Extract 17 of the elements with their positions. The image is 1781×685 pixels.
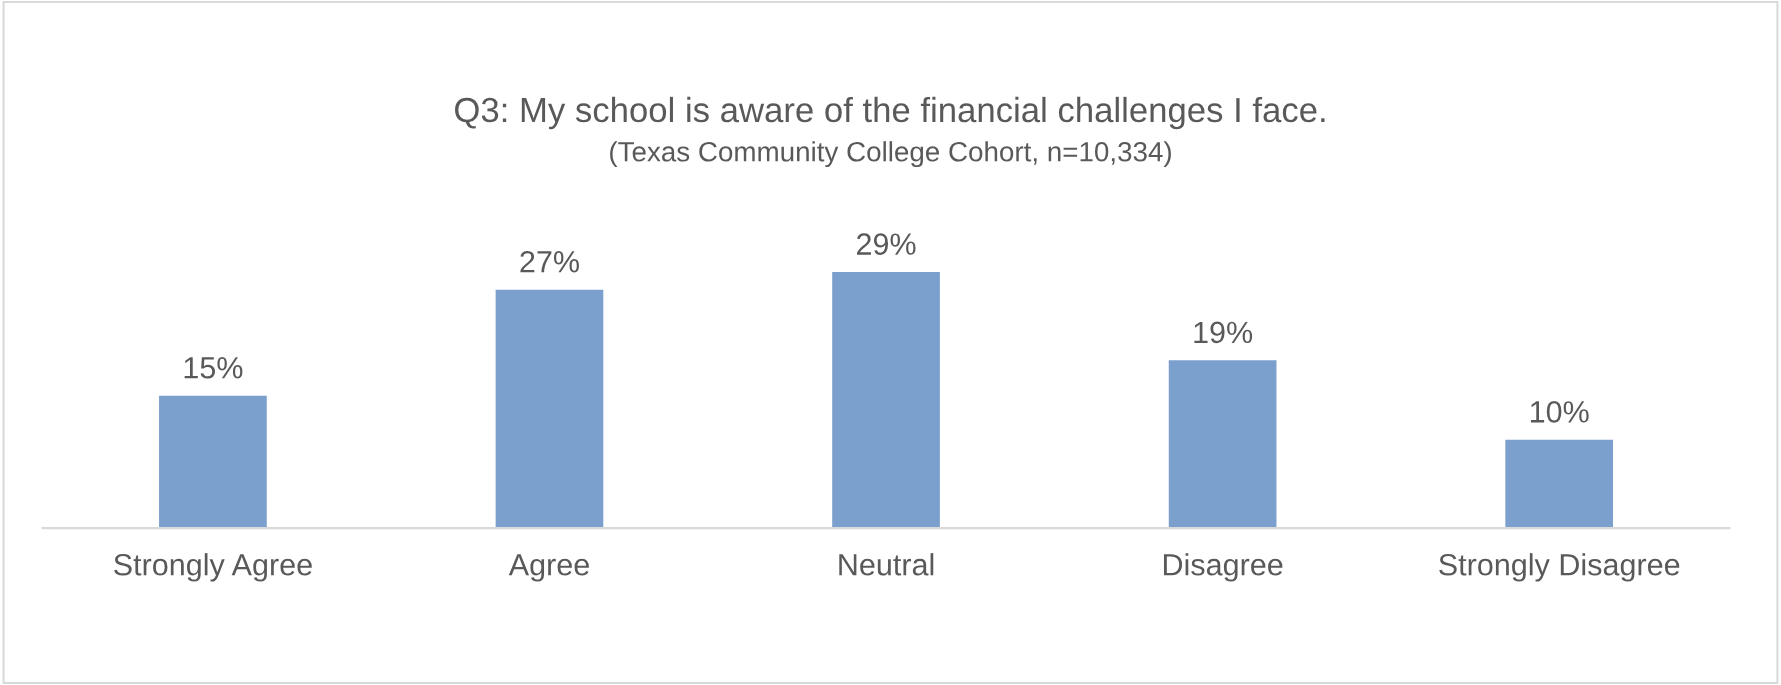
data-label: 27% [520, 250, 579, 273]
x-tick-label: Strongly Disagree [1439, 553, 1680, 582]
x-tick-label: Strongly Agree [114, 553, 312, 582]
data-label: 10% [1530, 401, 1589, 423]
bar [159, 395, 267, 529]
x-tick-label: Neutral [839, 553, 934, 576]
bar [1505, 439, 1614, 529]
x-tick-label: Disagree [1163, 553, 1283, 582]
bar [832, 272, 940, 529]
data-label: 29% [857, 233, 916, 255]
x-tick-label: Agree [508, 554, 589, 582]
data-label: 15% [184, 357, 243, 379]
chart-subtitle: (Texas Community College Cohort, n=10,334) [610, 141, 1171, 168]
chart-title: Q3: My school is aware of the financial challenges I face. [455, 96, 1325, 130]
bar [1168, 360, 1277, 529]
bar [495, 289, 604, 529]
data-label: 19% [1194, 321, 1253, 344]
